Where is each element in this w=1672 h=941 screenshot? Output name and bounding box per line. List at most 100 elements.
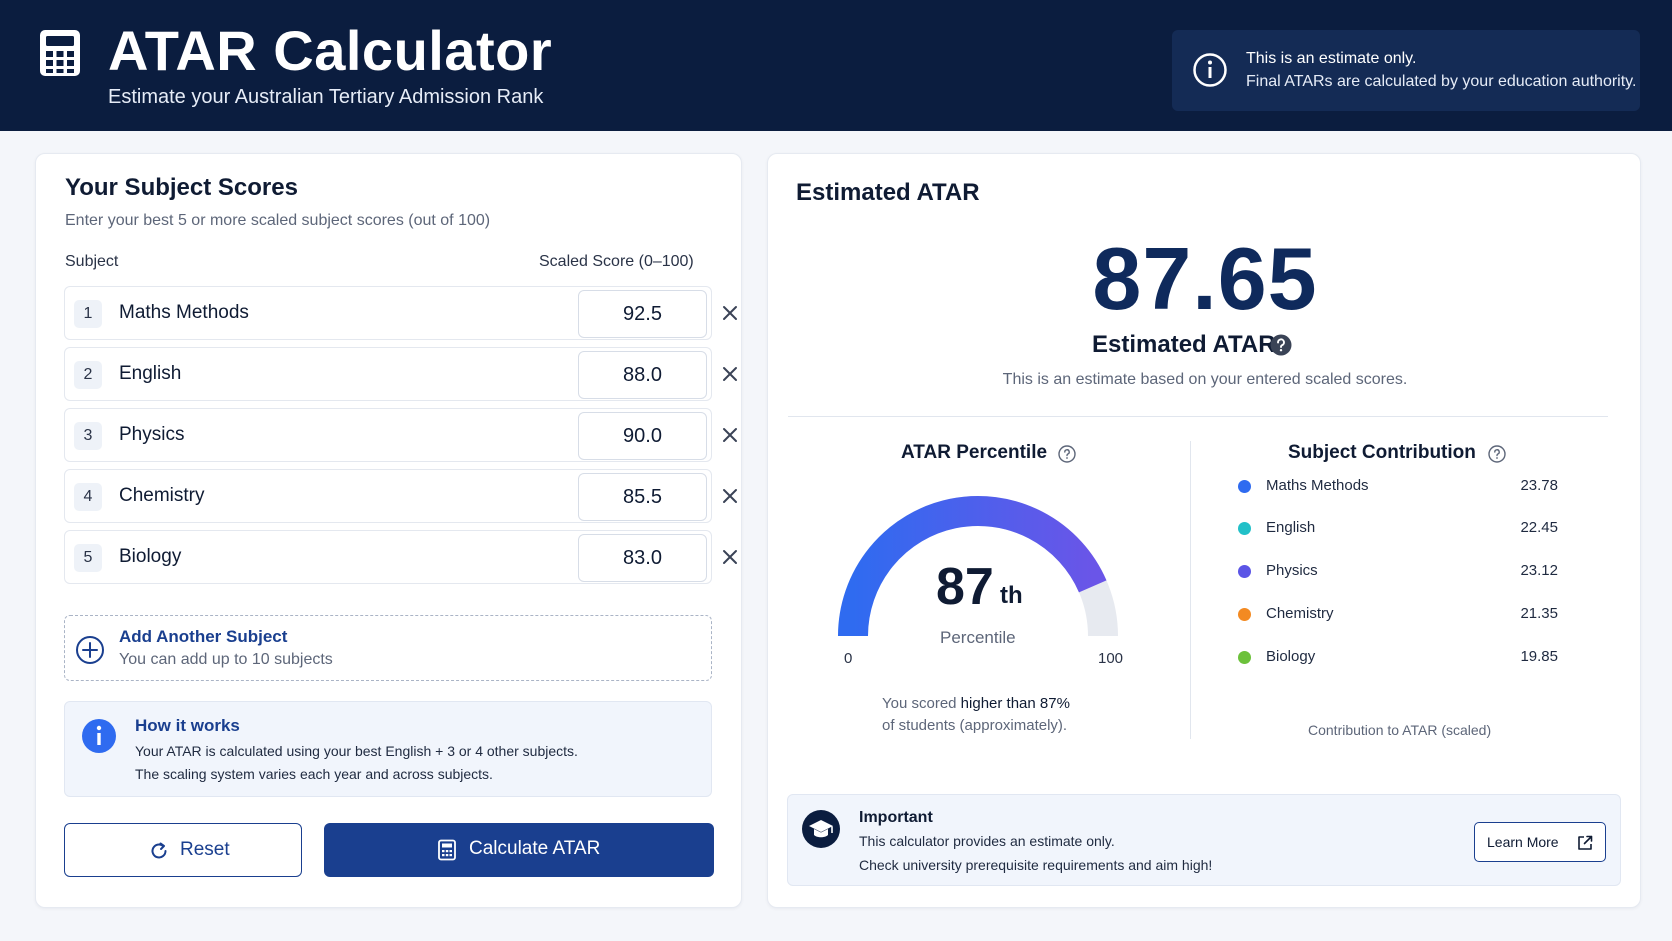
percentile-value: 87 — [936, 558, 994, 616]
percentile-gauge — [838, 496, 1118, 637]
contribution-value: 21.35 — [1520, 605, 1558, 622]
contribution-item: Biology 19.85 — [1238, 646, 1558, 670]
contribution-subject: Biology — [1266, 648, 1316, 665]
info-icon — [82, 719, 116, 753]
question-circle-icon[interactable] — [1058, 445, 1076, 463]
row-number: 4 — [74, 483, 102, 511]
close-icon[interactable] — [719, 485, 741, 507]
external-link-icon — [1578, 835, 1593, 850]
reset-label: Reset — [180, 839, 230, 860]
atar-value: 87.65 — [1092, 229, 1318, 328]
close-icon[interactable] — [719, 363, 741, 385]
subject-name: English — [119, 363, 182, 384]
subject-name: Physics — [119, 424, 185, 445]
legend-dot — [1238, 565, 1251, 578]
divider — [788, 416, 1608, 417]
contribution-value: 19.85 — [1520, 648, 1558, 665]
contribution-value: 23.12 — [1520, 562, 1558, 579]
percentile-text-highlight: higher than 87% — [960, 695, 1070, 712]
result-title: Estimated ATAR — [796, 179, 980, 206]
column-header-subject: Subject — [65, 253, 119, 270]
learn-more-button[interactable]: Learn More — [1474, 822, 1606, 862]
subject-row: 5 Biology — [64, 530, 737, 584]
estimate-notice: This is an estimate only. Final ATARs ar… — [1172, 30, 1640, 111]
app-header: ATAR Calculator Estimate your Australian… — [0, 0, 1672, 131]
scores-title: Your Subject Scores — [65, 174, 298, 201]
important-title: Important — [859, 809, 933, 826]
row-number: 3 — [74, 422, 102, 450]
question-circle-icon[interactable] — [1488, 445, 1506, 463]
row-number: 2 — [74, 361, 102, 389]
contribution-item: Chemistry 21.35 — [1238, 603, 1558, 627]
important-line-1: This calculator provides an estimate onl… — [859, 833, 1115, 849]
subject-row: 4 Chemistry — [64, 469, 737, 523]
legend-dot — [1238, 651, 1251, 664]
score-input[interactable] — [578, 351, 707, 399]
question-circle-icon[interactable] — [1270, 334, 1292, 356]
contribution-subject: Physics — [1266, 562, 1318, 579]
contribution-footer: Contribution to ATAR (scaled) — [1308, 722, 1492, 738]
how-it-works-box: How it works Your ATAR is calculated usi… — [64, 701, 712, 797]
score-input[interactable] — [578, 473, 707, 521]
scores-subtitle: Enter your best 5 or more scaled subject… — [65, 212, 491, 229]
contribution-value: 23.78 — [1520, 477, 1558, 494]
close-icon[interactable] — [719, 302, 741, 324]
estimated-atar-panel: Estimated ATAR 87.65 Estimated ATAR This… — [767, 153, 1641, 908]
learn-more-label: Learn More — [1487, 834, 1559, 850]
legend-dot — [1238, 522, 1251, 535]
subject-name: Biology — [119, 546, 182, 567]
row-number: 1 — [74, 300, 102, 328]
page-subtitle: Estimate your Australian Tertiary Admiss… — [108, 86, 544, 108]
score-input[interactable] — [578, 290, 707, 338]
subject-name: Chemistry — [119, 485, 205, 506]
gauge-min-label: 0 — [844, 650, 853, 667]
add-subject-button[interactable]: Add Another Subject You can add up to 10… — [64, 615, 712, 681]
calculate-atar-button[interactable]: Calculate ATAR — [324, 823, 714, 877]
calculator-icon — [438, 839, 456, 861]
subject-row: 1 Maths Methods — [64, 286, 737, 340]
contribution-item: English 22.45 — [1238, 517, 1558, 541]
percentile-suffix: th — [1000, 582, 1023, 609]
how-it-works-line-1: Your ATAR is calculated using your best … — [135, 743, 578, 759]
score-input[interactable] — [578, 534, 707, 582]
important-box: Important This calculator provides an es… — [787, 794, 1621, 886]
row-number: 5 — [74, 544, 102, 572]
column-header-score: Scaled Score (0–100) — [539, 253, 694, 270]
important-line-2: Check university prerequisite requiremen… — [859, 857, 1213, 873]
percentile-text-line-2: of students (approximately). — [882, 717, 1068, 734]
subject-name: Maths Methods — [119, 302, 249, 323]
add-subject-hint: You can add up to 10 subjects — [119, 651, 333, 668]
percentile-label: Percentile — [940, 628, 1016, 647]
contribution-item: Maths Methods 23.78 — [1238, 475, 1558, 499]
legend-dot — [1238, 480, 1251, 493]
percentile-text-line-1: You scored higher than 87% — [882, 695, 1070, 712]
reset-button[interactable]: Reset — [64, 823, 302, 877]
divider — [1190, 441, 1191, 739]
subject-scores-panel: Your Subject Scores Enter your best 5 or… — [35, 153, 742, 908]
notice-line-2: Final ATARs are calculated by your educa… — [1246, 73, 1637, 90]
add-subject-label: Add Another Subject — [119, 627, 288, 646]
plus-circle-icon — [76, 636, 104, 664]
percentile-text-prefix: You scored — [882, 695, 961, 712]
legend-dot — [1238, 608, 1251, 621]
gauge-fill — [838, 496, 1107, 637]
close-icon[interactable] — [719, 424, 741, 446]
how-it-works-line-2: The scaling system varies each year and … — [135, 766, 493, 782]
calculator-icon — [40, 30, 80, 76]
info-circle-icon — [1193, 53, 1227, 87]
graduation-cap-icon — [802, 810, 840, 848]
refresh-icon — [151, 842, 167, 859]
contribution-title: Subject Contribution — [1288, 442, 1476, 463]
how-it-works-title: How it works — [135, 716, 240, 735]
subject-row: 3 Physics — [64, 408, 737, 462]
contribution-subject: Chemistry — [1266, 605, 1334, 622]
calculate-label: Calculate ATAR — [469, 838, 601, 859]
contribution-value: 22.45 — [1520, 519, 1558, 536]
score-input[interactable] — [578, 412, 707, 460]
contribution-item: Physics 23.12 — [1238, 560, 1558, 584]
page-title: ATAR Calculator — [108, 19, 553, 82]
notice-line-1: This is an estimate only. — [1246, 50, 1417, 67]
gauge-max-label: 100 — [1098, 650, 1124, 667]
atar-label: Estimated ATAR — [1092, 331, 1276, 358]
close-icon[interactable] — [719, 546, 741, 568]
